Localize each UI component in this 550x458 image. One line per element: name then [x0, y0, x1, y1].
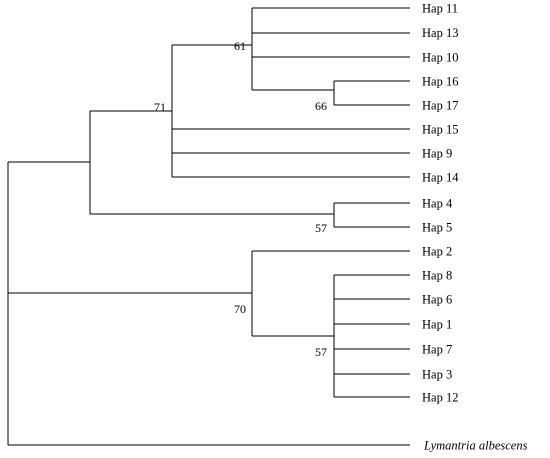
support-value-57-bottom: 57	[315, 345, 327, 359]
tip-label-hap6: Hap 6	[422, 293, 452, 307]
tip-label-hap13: Hap 13	[422, 26, 458, 40]
tip-label-hap7: Hap 7	[422, 343, 452, 357]
support-values: 61 66 71 57 70 57	[154, 39, 327, 359]
support-value-71: 71	[154, 100, 166, 114]
tip-label-hap1: Hap 1	[422, 318, 452, 332]
branch-clade-upper	[89, 110, 334, 215]
branch-ingroup	[7, 161, 410, 446]
tip-label-hap9: Hap 9	[422, 147, 452, 161]
tip-label-hap15: Hap 15	[422, 123, 458, 137]
branch-clade-61	[251, 7, 410, 91]
tip-labels: Hap 11 Hap 13 Hap 10 Hap 16 Hap 17 Hap 1…	[422, 2, 528, 453]
tip-label-hap17: Hap 17	[422, 99, 458, 113]
tree-branches	[7, 7, 410, 446]
branch-clade-57-top	[333, 202, 410, 228]
support-value-61: 61	[234, 39, 246, 53]
tip-label-hap8: Hap 8	[422, 269, 452, 283]
tip-label-hap3: Hap 3	[422, 368, 452, 382]
branch-clade-57-bottom	[333, 274, 410, 398]
tip-label-hap16: Hap 16	[422, 75, 458, 89]
support-value-70: 70	[234, 302, 246, 316]
branch-clade-70	[251, 250, 410, 337]
tip-label-hap12: Hap 12	[422, 391, 458, 405]
branch-clade-71	[171, 44, 410, 178]
support-value-57-top: 57	[315, 221, 327, 235]
tip-label-hap4: Hap 4	[422, 197, 453, 211]
tip-label-hap5: Hap 5	[422, 221, 452, 235]
branch-clade-66	[333, 80, 410, 106]
tip-label-hap2: Hap 2	[422, 245, 452, 259]
tip-label-hap14: Hap 14	[422, 171, 459, 185]
tip-label-lymantria-albescens: Lymantria albescens	[423, 439, 528, 453]
support-value-66: 66	[315, 99, 327, 113]
tip-label-hap11: Hap 11	[422, 2, 458, 16]
tip-label-hap10: Hap 10	[422, 51, 458, 65]
